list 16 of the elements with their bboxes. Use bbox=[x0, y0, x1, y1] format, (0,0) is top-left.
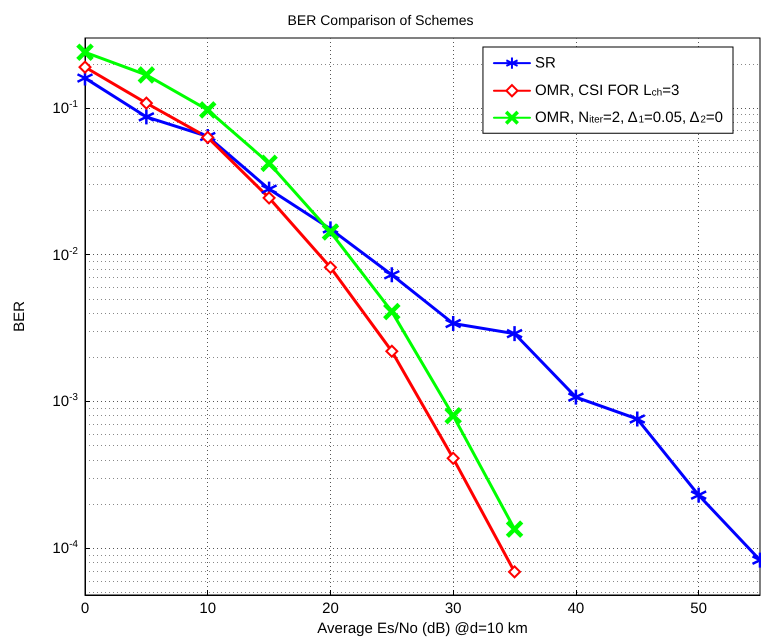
chart-title: BER Comparison of Schemes bbox=[288, 12, 474, 28]
x-tick-label: 10 bbox=[199, 600, 216, 617]
y-tick-label: 10$^{-4}$ bbox=[52, 539, 78, 558]
x-tick-label: 50 bbox=[690, 600, 707, 617]
y-axis-title: BER bbox=[11, 300, 28, 332]
x-tick-label: 40 bbox=[568, 600, 584, 617]
y-tick-label: 10$^{-2}$ bbox=[52, 246, 78, 264]
x-tick-label: 20 bbox=[322, 600, 339, 617]
legend-label: SR bbox=[534, 54, 556, 72]
x-axis-title: Average Es/No (dB) @d=10 km bbox=[317, 620, 528, 637]
y-tick-label: 10$^{-1}$ bbox=[52, 99, 78, 117]
legend-label: OMR, CSI FOR Lch=3 bbox=[534, 82, 680, 100]
x-tick-label: 30 bbox=[444, 600, 462, 617]
y-tick-label: 10$^{-3}$ bbox=[52, 392, 78, 410]
legend-label: OMR, Niter=2, Δ1=0.05, Δ2=0 bbox=[534, 109, 724, 126]
x-tick-label: 0 bbox=[80, 600, 90, 617]
